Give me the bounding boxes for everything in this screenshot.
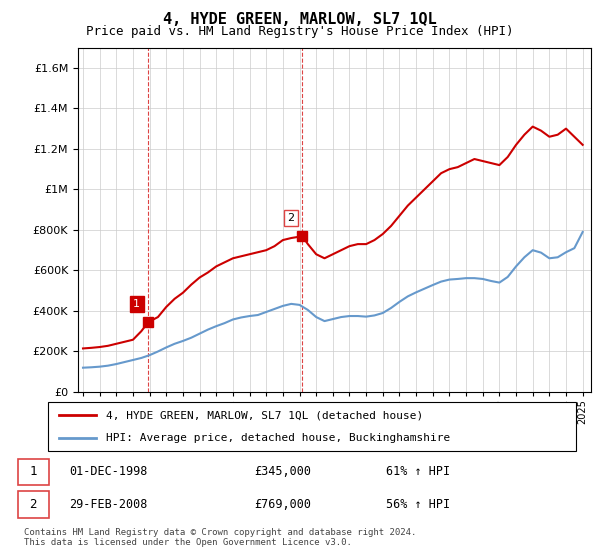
Text: 56% ↑ HPI: 56% ↑ HPI bbox=[386, 498, 451, 511]
Text: 4, HYDE GREEN, MARLOW, SL7 1QL (detached house): 4, HYDE GREEN, MARLOW, SL7 1QL (detached… bbox=[106, 410, 424, 421]
Text: 1: 1 bbox=[29, 465, 37, 478]
Text: 01-DEC-1998: 01-DEC-1998 bbox=[70, 465, 148, 478]
Text: 2: 2 bbox=[29, 498, 37, 511]
Text: 2: 2 bbox=[287, 213, 295, 223]
Text: 61% ↑ HPI: 61% ↑ HPI bbox=[386, 465, 451, 478]
Text: Contains HM Land Registry data © Crown copyright and database right 2024.
This d: Contains HM Land Registry data © Crown c… bbox=[24, 528, 416, 547]
Text: 29-FEB-2008: 29-FEB-2008 bbox=[70, 498, 148, 511]
Text: HPI: Average price, detached house, Buckinghamshire: HPI: Average price, detached house, Buck… bbox=[106, 433, 451, 444]
FancyBboxPatch shape bbox=[48, 402, 576, 451]
Text: £345,000: £345,000 bbox=[254, 465, 311, 478]
Text: £769,000: £769,000 bbox=[254, 498, 311, 511]
Text: 4, HYDE GREEN, MARLOW, SL7 1QL: 4, HYDE GREEN, MARLOW, SL7 1QL bbox=[163, 12, 437, 27]
Text: Price paid vs. HM Land Registry's House Price Index (HPI): Price paid vs. HM Land Registry's House … bbox=[86, 25, 514, 38]
Text: 1: 1 bbox=[133, 299, 140, 309]
FancyBboxPatch shape bbox=[18, 459, 49, 485]
FancyBboxPatch shape bbox=[18, 492, 49, 518]
